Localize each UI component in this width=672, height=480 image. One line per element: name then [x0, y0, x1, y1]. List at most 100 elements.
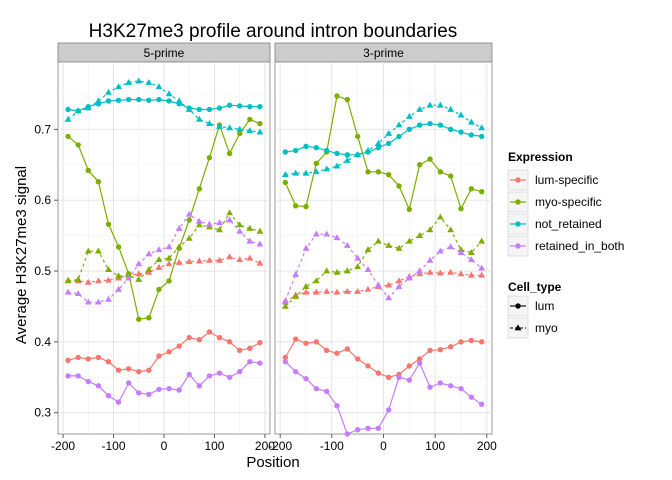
data-point-triangle [256, 259, 264, 266]
data-point-circle [136, 368, 142, 375]
data-point-circle [247, 359, 253, 365]
data-point-triangle [236, 256, 244, 263]
data-point-triangle [395, 277, 403, 284]
data-point-circle [458, 205, 464, 212]
data-point-circle [427, 347, 433, 354]
data-point-triangle [281, 297, 289, 304]
data-point-circle [282, 354, 289, 361]
data-point-triangle [226, 253, 234, 260]
data-point-triangle [364, 266, 372, 272]
data-point-circle [95, 383, 102, 389]
data-point-circle [437, 169, 444, 175]
data-point-circle [416, 162, 423, 168]
data-point-triangle [323, 165, 331, 172]
data-point-circle [478, 339, 485, 345]
data-point-triangle [185, 258, 193, 265]
data-point-circle [292, 368, 299, 375]
y-tick-label: 0.5 [34, 264, 51, 278]
data-point-circle [323, 147, 330, 154]
data-point-triangle [416, 105, 424, 112]
data-point-triangle [405, 237, 413, 244]
series-line [67, 80, 260, 133]
data-point-triangle [333, 268, 341, 275]
data-point-triangle [281, 302, 289, 309]
data-point-circle [85, 167, 91, 174]
data-point-triangle [175, 224, 183, 231]
data-point-circle [282, 149, 289, 155]
data-point-circle [156, 386, 162, 393]
data-point-triangle [385, 241, 393, 248]
data-point-triangle [195, 115, 203, 122]
data-point-triangle [105, 88, 112, 95]
data-point-circle [186, 371, 192, 378]
data-point-triangle [374, 281, 382, 288]
data-point-triangle [467, 118, 475, 125]
legend: Expression lum-specific myo-specific not_re… [507, 150, 624, 339]
data-point-triangle [323, 287, 331, 294]
data-point-triangle [155, 256, 163, 263]
data-point-triangle [426, 101, 434, 108]
data-point-circle [176, 343, 182, 349]
data-point-circle [427, 120, 433, 127]
data-point-triangle [94, 277, 102, 284]
data-point-triangle [246, 237, 254, 244]
data-point-circle [247, 345, 253, 351]
data-point-triangle [302, 169, 310, 176]
x-tick-label: 200 [255, 439, 275, 453]
data-point-triangle [115, 272, 122, 279]
data-point-triangle [155, 83, 163, 90]
data-point-circle [115, 367, 122, 373]
data-point-triangle [467, 256, 475, 263]
data-point-triangle [226, 216, 234, 223]
data-point-circle [166, 385, 172, 392]
data-point-triangle [246, 224, 254, 231]
data-point-circle [237, 103, 243, 109]
data-point-triangle [436, 247, 444, 254]
data-point-triangle [236, 221, 244, 228]
data-point-circle [416, 356, 423, 362]
data-point-circle [226, 150, 233, 157]
data-point-triangle [145, 250, 153, 257]
data-point-triangle [333, 234, 341, 241]
data-point-circle [146, 391, 152, 398]
data-point-circle [292, 336, 299, 342]
data-point-circle [447, 173, 454, 179]
panels-layer: 5-prime -200 -100 0 100 200 0.3 0.4 0.5 0.6 0.7 3-p… [34, 42, 497, 453]
data-point-circle [206, 154, 213, 161]
data-point-triangle [333, 288, 341, 295]
data-point-circle [186, 334, 192, 341]
legend-key-marker [515, 303, 521, 309]
x-tick-label: -100 [102, 439, 126, 453]
legend-title-cell-type: Cell_type [508, 280, 562, 294]
data-point-circle [478, 401, 485, 407]
x-tick-label: 0 [380, 439, 387, 453]
y-tick-label: 0.3 [34, 406, 51, 420]
data-point-circle [406, 377, 413, 383]
data-point-triangle [64, 277, 72, 284]
data-point-triangle [226, 124, 234, 131]
data-point-circle [354, 427, 361, 433]
legend-key-marker [515, 243, 521, 249]
data-point-circle [292, 147, 299, 154]
data-point-triangle [426, 256, 434, 263]
data-point-triangle [206, 220, 213, 227]
data-point-triangle [105, 295, 112, 302]
data-point-triangle [467, 249, 475, 255]
data-point-circle [166, 278, 172, 284]
data-point-triangle [416, 267, 424, 274]
data-point-triangle [256, 227, 264, 234]
data-point-circle [468, 394, 475, 400]
data-point-triangle [74, 290, 82, 297]
data-point-triangle [395, 121, 403, 128]
data-point-triangle [165, 90, 173, 97]
data-point-circle [478, 133, 485, 140]
series-not_retained-myo [64, 77, 264, 135]
data-point-circle [375, 370, 382, 376]
data-point-circle [416, 360, 423, 366]
data-point-circle [65, 133, 71, 140]
data-point-circle [166, 349, 172, 355]
data-point-triangle [405, 112, 413, 119]
data-point-circle [354, 133, 361, 140]
data-point-circle [206, 373, 213, 379]
data-point-triangle [426, 226, 434, 233]
